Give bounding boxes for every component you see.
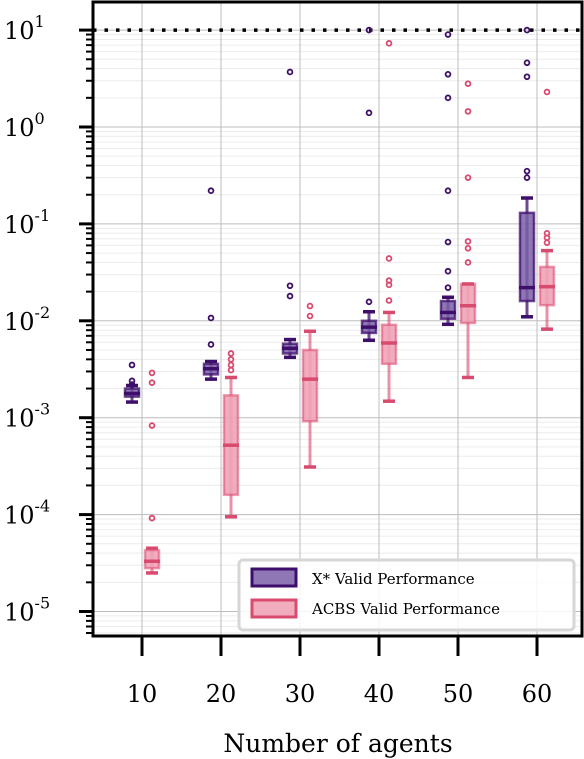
outlier-point — [365, 109, 373, 117]
box-1-30 — [301, 302, 319, 469]
box-0-50 — [439, 31, 457, 327]
x-tick-label: 50 — [443, 680, 474, 708]
x-tick-label: 40 — [364, 680, 395, 708]
box-0-10 — [123, 361, 141, 404]
box-0-60 — [518, 26, 536, 319]
legend-label-acbs: ACBS Valid Performance — [311, 600, 500, 618]
outlier-point — [286, 68, 294, 76]
outlier-point — [306, 302, 314, 310]
outlier-point — [464, 108, 472, 115]
legend-swatch-xstar — [250, 567, 298, 588]
outlier-point — [207, 187, 215, 195]
outlier-point — [444, 187, 452, 195]
outlier-point — [207, 341, 215, 348]
outlier-point — [444, 267, 452, 275]
outlier-point — [128, 361, 136, 369]
x-tick-label: 30 — [285, 680, 316, 708]
boxes-layer — [123, 26, 556, 575]
outlier-point — [227, 356, 235, 363]
outlier-point — [464, 174, 472, 181]
outlier-point — [444, 31, 452, 38]
legend: X* Valid Performance ACBS Valid Performa… — [237, 558, 576, 632]
legend-frame — [237, 558, 576, 632]
box-iqr — [439, 299, 457, 320]
outlier-point — [385, 297, 393, 304]
legend-swatch-acbs — [250, 598, 298, 619]
outlier-point — [286, 282, 294, 290]
outlier-point — [128, 381, 136, 388]
y-tick-label: 101 — [4, 12, 45, 45]
y-ticks: 10-5 10-4 10-3 10-2 10-1 100 101 — [4, 12, 93, 634]
outlier-point — [385, 277, 393, 284]
outlier-point — [286, 292, 294, 300]
outlier-point — [543, 88, 551, 96]
box-iqr — [301, 348, 319, 423]
outlier-point — [523, 59, 531, 67]
outlier-point — [385, 255, 393, 262]
box-iqr — [143, 548, 161, 570]
box-0-40 — [360, 26, 378, 342]
y-tick-label: 10-2 — [4, 303, 50, 336]
outlier-point — [444, 94, 452, 102]
outlier-point — [148, 514, 156, 522]
outlier-point — [464, 245, 472, 252]
outlier-point — [444, 238, 452, 246]
outlier-point — [128, 377, 136, 385]
outlier-point — [444, 70, 452, 78]
box-1-10 — [143, 369, 161, 575]
x-ticks: 10 20 30 40 50 60 — [127, 636, 553, 708]
legend-label-xstar: X* Valid Performance — [312, 570, 475, 588]
x-axis-label: Number of agents — [223, 729, 452, 758]
outlier-point — [148, 379, 156, 386]
plot-frame — [91, 0, 584, 638]
outlier-point — [523, 26, 531, 34]
outlier-point — [365, 26, 373, 34]
x-tick-label: 20 — [206, 680, 237, 708]
outlier-point — [464, 80, 472, 87]
axes-layer — [91, 0, 584, 638]
outlier-point — [385, 40, 393, 47]
outlier-point — [306, 312, 314, 320]
box-1-50 — [459, 80, 477, 380]
box-iqr — [459, 282, 477, 325]
y-tick-label: 10-5 — [4, 594, 50, 627]
outlier-point — [148, 422, 156, 429]
y-tick-label: 10-4 — [4, 497, 50, 530]
outlier-point — [523, 167, 531, 175]
y-tick-label: 10-3 — [4, 400, 50, 433]
major-grid — [93, 2, 582, 636]
x-tick-label: 60 — [522, 680, 553, 708]
box-0-30 — [281, 68, 299, 360]
outlier-point — [365, 298, 373, 306]
y-tick-label: 10-1 — [4, 206, 50, 239]
outlier-point — [148, 369, 156, 377]
outlier-point — [464, 259, 472, 266]
y-tick-label: 100 — [4, 109, 45, 142]
outlier-point — [227, 366, 235, 374]
outlier-point — [523, 174, 531, 181]
box-1-20 — [222, 350, 240, 519]
outlier-point — [207, 314, 215, 322]
minor-grid — [93, 34, 582, 634]
x-tick-label: 10 — [127, 680, 158, 708]
outlier-point — [444, 284, 452, 291]
outlier-point — [464, 238, 472, 245]
box-iqr — [518, 211, 536, 303]
box-0-20 — [202, 187, 220, 381]
outlier-point — [523, 73, 531, 81]
box-1-60 — [538, 88, 556, 331]
box-1-40 — [380, 40, 398, 403]
outlier-point — [227, 350, 235, 357]
outlier-point — [543, 229, 551, 237]
outlier-point — [227, 361, 235, 369]
